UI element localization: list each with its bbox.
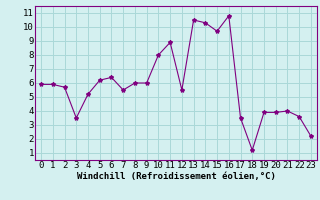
X-axis label: Windchill (Refroidissement éolien,°C): Windchill (Refroidissement éolien,°C) bbox=[76, 172, 276, 181]
